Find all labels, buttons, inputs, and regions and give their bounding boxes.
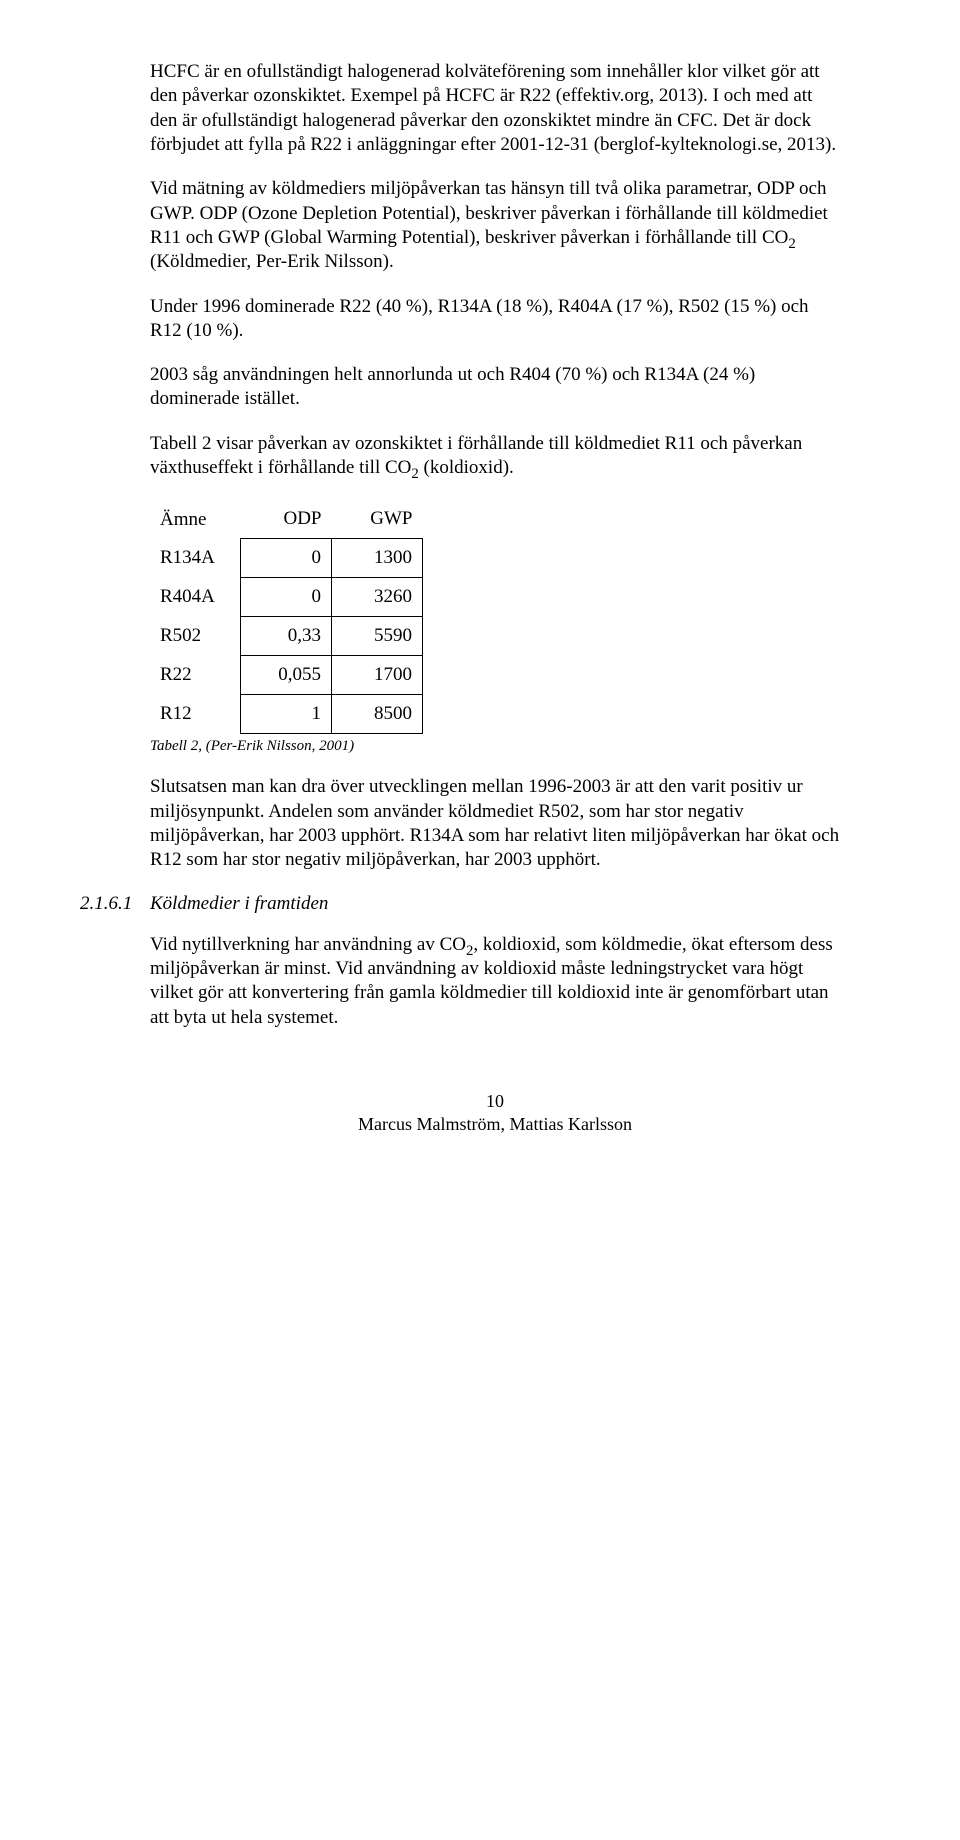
table-cell: 5590 xyxy=(332,617,423,656)
document-page: HCFC är en ofullständigt halogenerad kol… xyxy=(0,0,960,1177)
table-header-row: Ämne ODP GWP xyxy=(150,500,423,539)
table-cell: 0,055 xyxy=(241,656,332,695)
table-cell: 1700 xyxy=(332,656,423,695)
subscript: 2 xyxy=(411,466,418,482)
paragraph: Vid nytillverkning har användning av CO2… xyxy=(150,933,840,1030)
page-number: 10 xyxy=(150,1090,840,1113)
table-cell: R134A xyxy=(150,539,241,578)
table-cell: R12 xyxy=(150,695,241,734)
paragraph-text: Vid mätning av köldmediers miljöpåverkan… xyxy=(150,178,828,248)
table-header: GWP xyxy=(332,500,423,539)
paragraph-text: Vid nytillverkning har användning av CO xyxy=(150,934,466,955)
page-footer: 10 Marcus Malmström, Mattias Karlsson xyxy=(150,1090,840,1137)
paragraph: 2003 såg användningen helt annorlunda ut… xyxy=(150,363,840,412)
footer-authors: Marcus Malmström, Mattias Karlsson xyxy=(150,1113,840,1136)
data-table: Ämne ODP GWP R134A 0 1300 R404A 0 3260 R… xyxy=(150,500,840,734)
table-row: R22 0,055 1700 xyxy=(150,656,423,695)
table-cell: 0,33 xyxy=(241,617,332,656)
table-header: ODP xyxy=(241,500,332,539)
section-title: Köldmedier i framtiden xyxy=(150,893,328,914)
table-caption: Tabell 2, (Per-Erik Nilsson, 2001) xyxy=(150,738,840,755)
paragraph-text: (koldioxid). xyxy=(419,457,514,478)
paragraph: HCFC är en ofullständigt halogenerad kol… xyxy=(150,60,840,157)
paragraph: Under 1996 dominerade R22 (40 %), R134A … xyxy=(150,295,840,344)
paragraph: Tabell 2 visar påverkan av ozonskiktet i… xyxy=(150,432,840,481)
table-row: R404A 0 3260 xyxy=(150,578,423,617)
section-heading: 2.1.6.1Köldmedier i framtiden xyxy=(150,893,840,915)
paragraph: Vid mätning av köldmediers miljöpåverkan… xyxy=(150,177,840,274)
table-cell: R404A xyxy=(150,578,241,617)
table-cell: 0 xyxy=(241,578,332,617)
table-cell: 0 xyxy=(241,539,332,578)
section-number: 2.1.6.1 xyxy=(80,893,150,915)
table-cell: 8500 xyxy=(332,695,423,734)
table-row: R134A 0 1300 xyxy=(150,539,423,578)
table-row: R12 1 8500 xyxy=(150,695,423,734)
table-header: Ämne xyxy=(150,500,241,539)
table-cell: R22 xyxy=(150,656,241,695)
table-cell: 3260 xyxy=(332,578,423,617)
subscript: 2 xyxy=(788,236,795,252)
table-row: R502 0,33 5590 xyxy=(150,617,423,656)
table-cell: R502 xyxy=(150,617,241,656)
paragraph-text: (Köldmedier, Per-Erik Nilsson). xyxy=(150,251,394,272)
table-cell: 1 xyxy=(241,695,332,734)
table-cell: 1300 xyxy=(332,539,423,578)
paragraph: Slutsatsen man kan dra över utvecklingen… xyxy=(150,775,840,872)
